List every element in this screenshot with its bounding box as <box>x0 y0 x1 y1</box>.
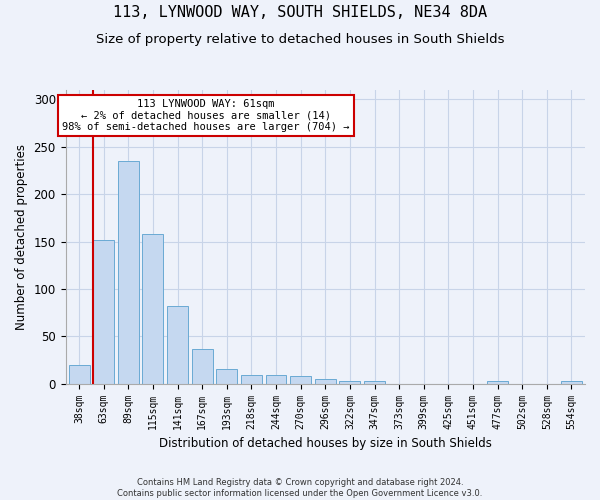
Text: Contains HM Land Registry data © Crown copyright and database right 2024.
Contai: Contains HM Land Registry data © Crown c… <box>118 478 482 498</box>
Bar <box>217 370 237 384</box>
Bar <box>93 240 114 384</box>
Bar <box>364 381 385 384</box>
Bar <box>167 306 188 384</box>
Text: Size of property relative to detached houses in South Shields: Size of property relative to detached ho… <box>96 32 504 46</box>
Bar <box>241 375 262 384</box>
Bar <box>561 381 582 384</box>
Bar <box>68 364 89 384</box>
X-axis label: Distribution of detached houses by size in South Shields: Distribution of detached houses by size … <box>159 437 492 450</box>
Text: 113, LYNWOOD WAY, SOUTH SHIELDS, NE34 8DA: 113, LYNWOOD WAY, SOUTH SHIELDS, NE34 8D… <box>113 5 487 20</box>
Bar <box>266 375 286 384</box>
Bar <box>118 161 139 384</box>
Y-axis label: Number of detached properties: Number of detached properties <box>15 144 28 330</box>
Bar <box>487 381 508 384</box>
Bar <box>290 376 311 384</box>
Text: 113 LYNWOOD WAY: 61sqm
← 2% of detached houses are smaller (14)
98% of semi-deta: 113 LYNWOOD WAY: 61sqm ← 2% of detached … <box>62 99 350 132</box>
Bar <box>192 348 212 384</box>
Bar <box>142 234 163 384</box>
Bar <box>315 379 336 384</box>
Bar <box>340 381 361 384</box>
